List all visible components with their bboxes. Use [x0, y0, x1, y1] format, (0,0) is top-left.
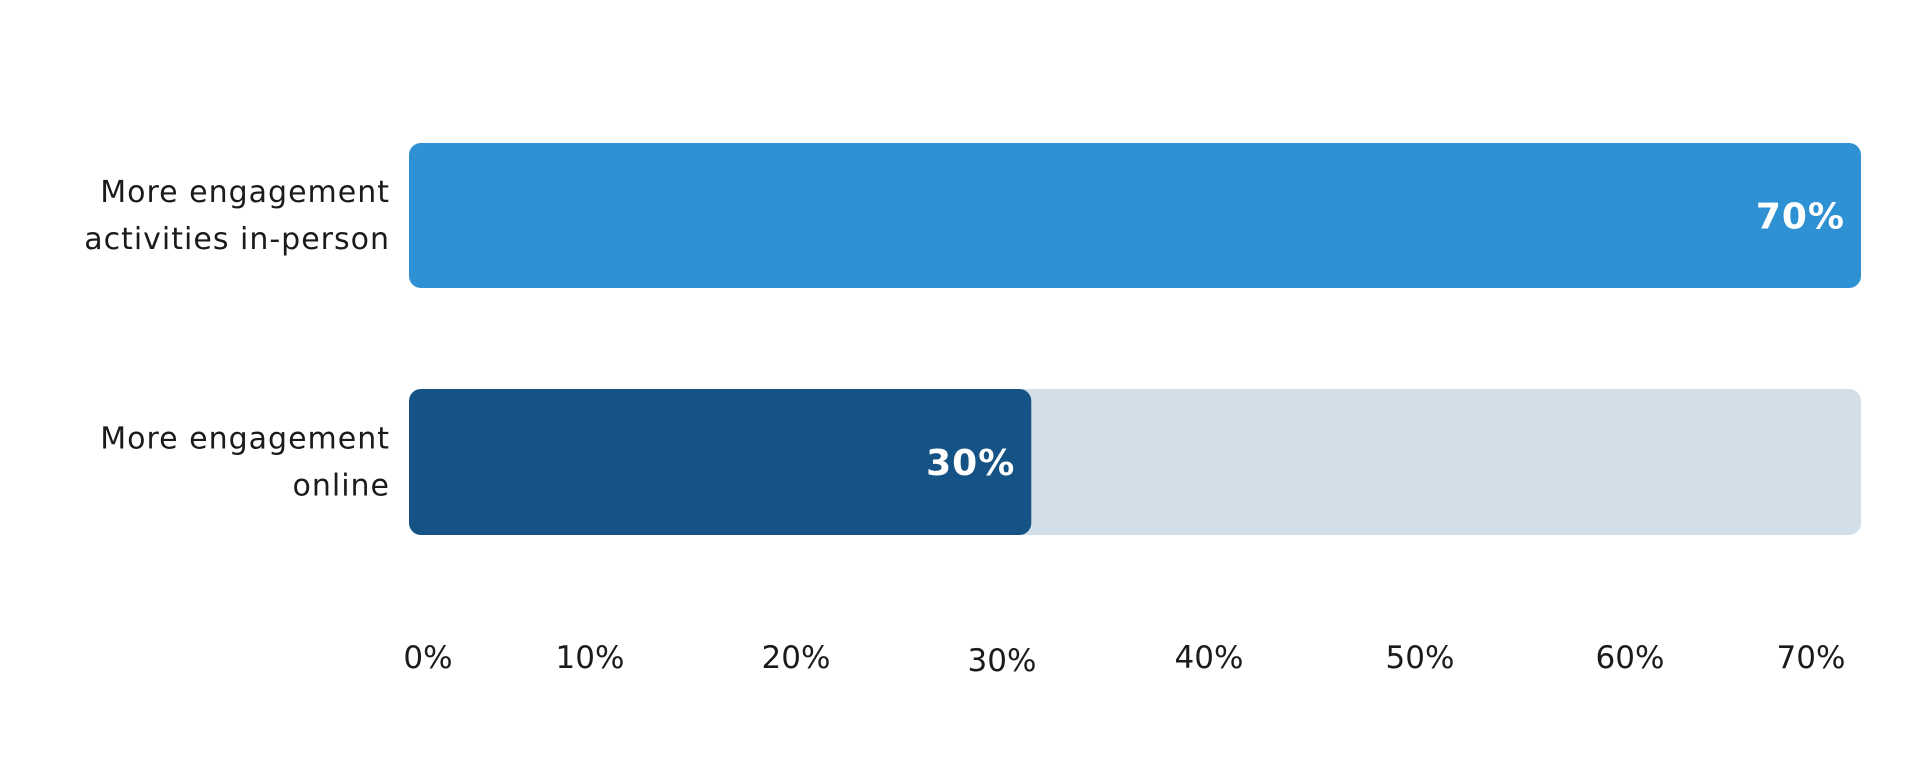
category-label-1-line-2: activities in-person [84, 222, 390, 257]
x-tick-label-7: 70% [1777, 640, 1846, 676]
x-tick-label-6: 60% [1596, 640, 1665, 676]
bar-1 [409, 143, 1861, 288]
bar-2 [409, 389, 1032, 535]
data-label-2: 30% [926, 443, 1015, 484]
category-label-2-line-2: online [292, 469, 390, 504]
x-tick-label-0: 0% [403, 640, 452, 676]
x-tick-label-3: 30% [968, 643, 1037, 679]
x-tick-label-5: 50% [1386, 640, 1455, 676]
category-label-2-line-1: More engagement [100, 422, 390, 457]
x-tick-label-1: 10% [556, 640, 625, 676]
category-label-1-line-1: More engagement [100, 175, 390, 210]
data-label-1: 70% [1756, 197, 1845, 238]
x-tick-label-2: 20% [762, 640, 831, 676]
x-tick-label-4: 40% [1175, 640, 1244, 676]
